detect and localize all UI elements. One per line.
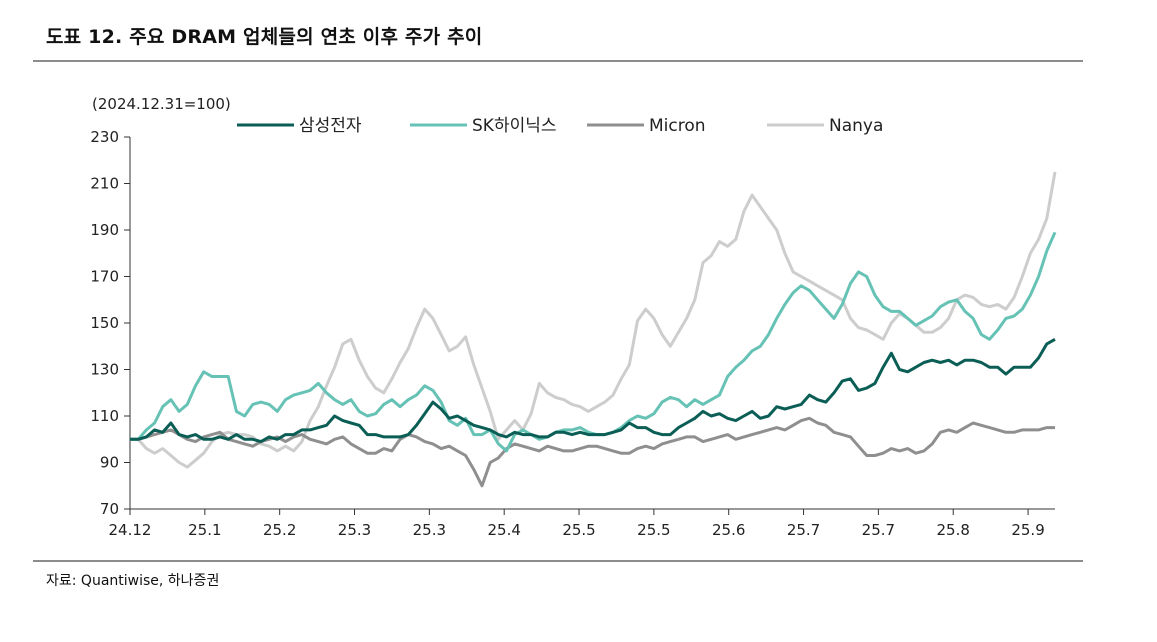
legend-label-1: SK하이닉스 [472,116,557,136]
series-line-2 [130,416,1055,488]
y-tick-label: 70 [100,500,119,518]
chart-title: 도표 12. 주요 DRAM 업체들의 연초 이후 주가 추이 [46,26,483,48]
x-tick-label: 25.2 [263,521,296,539]
series-line-3 [130,171,1057,469]
legend-label-3: Nanya [829,116,883,136]
series-line-0 [130,337,1056,444]
x-tick-label: 25.6 [712,521,745,539]
x-tick-label: 25.7 [787,521,820,539]
top-divider [33,60,1083,62]
y-tick-label: 130 [90,361,119,379]
legend-label-2: Micron [649,116,706,136]
y-tick-label: 150 [90,314,119,332]
series-line-1 [130,231,1057,453]
legend-label-0: 삼성전자 [299,116,362,136]
x-tick-label: 25.5 [562,521,595,539]
x-tick-label: 25.7 [862,521,895,539]
y-tick-label: 170 [90,268,119,286]
unit-label: (2024.12.31=100) [92,95,231,113]
y-tick-label: 190 [90,221,119,239]
bottom-divider [33,560,1083,562]
x-tick-label: 25.9 [1011,521,1044,539]
y-tick-label: 230 [90,128,119,146]
x-tick-label: 25.1 [188,521,221,539]
x-tick-label: 25.3 [338,521,371,539]
y-tick-label: 110 [90,407,119,425]
x-axis: 24.12 25.1 25.2 25.3 25.3 25.4 25.5 25.5 25.6 25.… [109,508,1055,539]
series-lines [130,171,1057,488]
x-tick-label: 25.4 [487,521,520,539]
source-note: 자료: Quantiwise, 하나증권 [46,573,220,589]
x-tick-label: 24.12 [109,521,152,539]
y-axis: 70 90 110 130 150 170 190 210 230 [90,128,131,518]
y-tick-label: 210 [90,175,119,193]
y-tick-label: 90 [100,454,119,472]
legend: 삼성전자 SK하이닉스 Micron Nanya [237,116,883,136]
x-tick-label: 25.8 [937,521,970,539]
x-tick-label: 25.5 [637,521,670,539]
x-tick-label: 25.3 [413,521,446,539]
